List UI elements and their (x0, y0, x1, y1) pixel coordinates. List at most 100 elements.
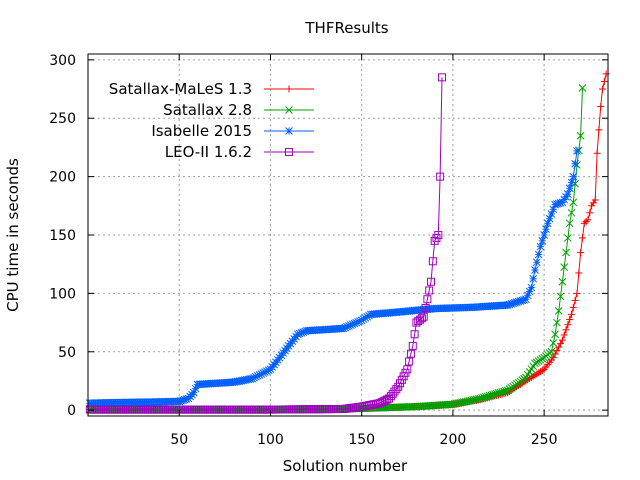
data-point (419, 312, 428, 321)
legend-marker (285, 127, 293, 135)
data-point (591, 196, 599, 204)
data-point (562, 248, 570, 257)
data-point (421, 303, 430, 312)
legend: Satallax-MaLeS 1.3 Satallax 2.8 Isabelle 2… (109, 80, 314, 161)
data-point (575, 269, 583, 277)
data-point (427, 277, 436, 286)
data-point (529, 274, 538, 283)
data-point (586, 209, 594, 217)
data-point (593, 149, 601, 157)
data-point (573, 147, 581, 155)
series-markers-4 (85, 73, 446, 414)
data-point (599, 85, 607, 93)
data-point (540, 231, 548, 239)
data-point (573, 289, 581, 297)
data-point (553, 318, 561, 327)
y-tick-label: 150 (49, 228, 76, 244)
data-point (554, 307, 563, 315)
data-point (551, 330, 559, 339)
y-tick-label: 200 (49, 170, 76, 186)
y-axis-title: CPU time in seconds (4, 158, 22, 312)
data-point (571, 159, 580, 168)
data-point (501, 387, 510, 395)
data-point (410, 330, 419, 339)
data-point (578, 234, 586, 242)
data-point (533, 370, 541, 378)
data-point (436, 172, 445, 181)
data-point (536, 368, 544, 376)
y-tick-label: 300 (49, 53, 76, 69)
data-point (564, 321, 572, 329)
data-point (569, 198, 578, 207)
data-point (560, 263, 569, 271)
y-tick-label: 0 (67, 403, 76, 419)
x-tick-label: 150 (348, 432, 375, 448)
legend-label: Isabelle 2015 (151, 122, 252, 140)
data-point (576, 131, 585, 140)
data-point (584, 216, 592, 224)
data-point (597, 103, 605, 111)
data-point (568, 310, 576, 318)
data-point (551, 350, 559, 358)
data-point (405, 357, 414, 366)
data-point (564, 234, 572, 242)
data-point (535, 369, 543, 377)
data-point (538, 236, 547, 245)
legend-label: LEO-II 1.6.2 (165, 143, 252, 161)
data-point (558, 336, 566, 344)
data-point (562, 326, 570, 334)
data-point (555, 343, 563, 351)
data-point (567, 208, 576, 217)
data-point (525, 287, 534, 296)
data-point (569, 172, 578, 181)
data-point (437, 73, 446, 82)
data-point (542, 225, 550, 234)
data-point (582, 218, 590, 226)
series-markers-3 (85, 147, 581, 408)
data-point (580, 219, 588, 227)
x-tick-label: 100 (257, 432, 284, 448)
data-point (532, 258, 541, 267)
y-tick-label: 100 (49, 286, 76, 302)
data-point (564, 190, 572, 198)
y-tick-label: 50 (58, 345, 76, 361)
data-point (417, 314, 426, 323)
data-point (566, 316, 574, 324)
data-point (565, 184, 574, 193)
data-point (423, 295, 432, 304)
data-point (569, 303, 577, 311)
legend-label: Satallax 2.8 (163, 101, 252, 119)
series-layer (85, 70, 610, 414)
data-point (571, 296, 579, 304)
data-point (565, 219, 574, 228)
data-point (523, 291, 532, 300)
data-point (425, 286, 434, 295)
data-point (560, 331, 568, 339)
data-point (556, 292, 565, 301)
data-point (547, 347, 556, 356)
x-tick-label: 50 (170, 432, 188, 448)
data-point (434, 231, 443, 239)
data-point (403, 365, 412, 374)
data-point (553, 347, 561, 355)
legend-label: Satallax-MaLeS 1.3 (109, 80, 252, 98)
data-point (527, 283, 536, 292)
data-point (531, 266, 539, 274)
data-point (432, 233, 441, 242)
legend-marker (285, 148, 293, 156)
y-tick-label: 250 (49, 111, 76, 127)
chart-title: THFResults (304, 19, 388, 37)
data-point (588, 202, 596, 210)
data-point (600, 77, 608, 85)
x-tick-label: 250 (531, 432, 558, 448)
x-axis-title: Solution number (283, 457, 408, 475)
data-point (534, 250, 543, 259)
data-point (557, 340, 565, 348)
data-point (567, 178, 576, 187)
data-point (602, 70, 610, 78)
data-point (558, 277, 567, 286)
data-point (529, 372, 537, 380)
data-point (408, 341, 417, 350)
tick-labels: 50 100 150 200 250 0 50 100 150 200 250 300 (49, 53, 608, 448)
